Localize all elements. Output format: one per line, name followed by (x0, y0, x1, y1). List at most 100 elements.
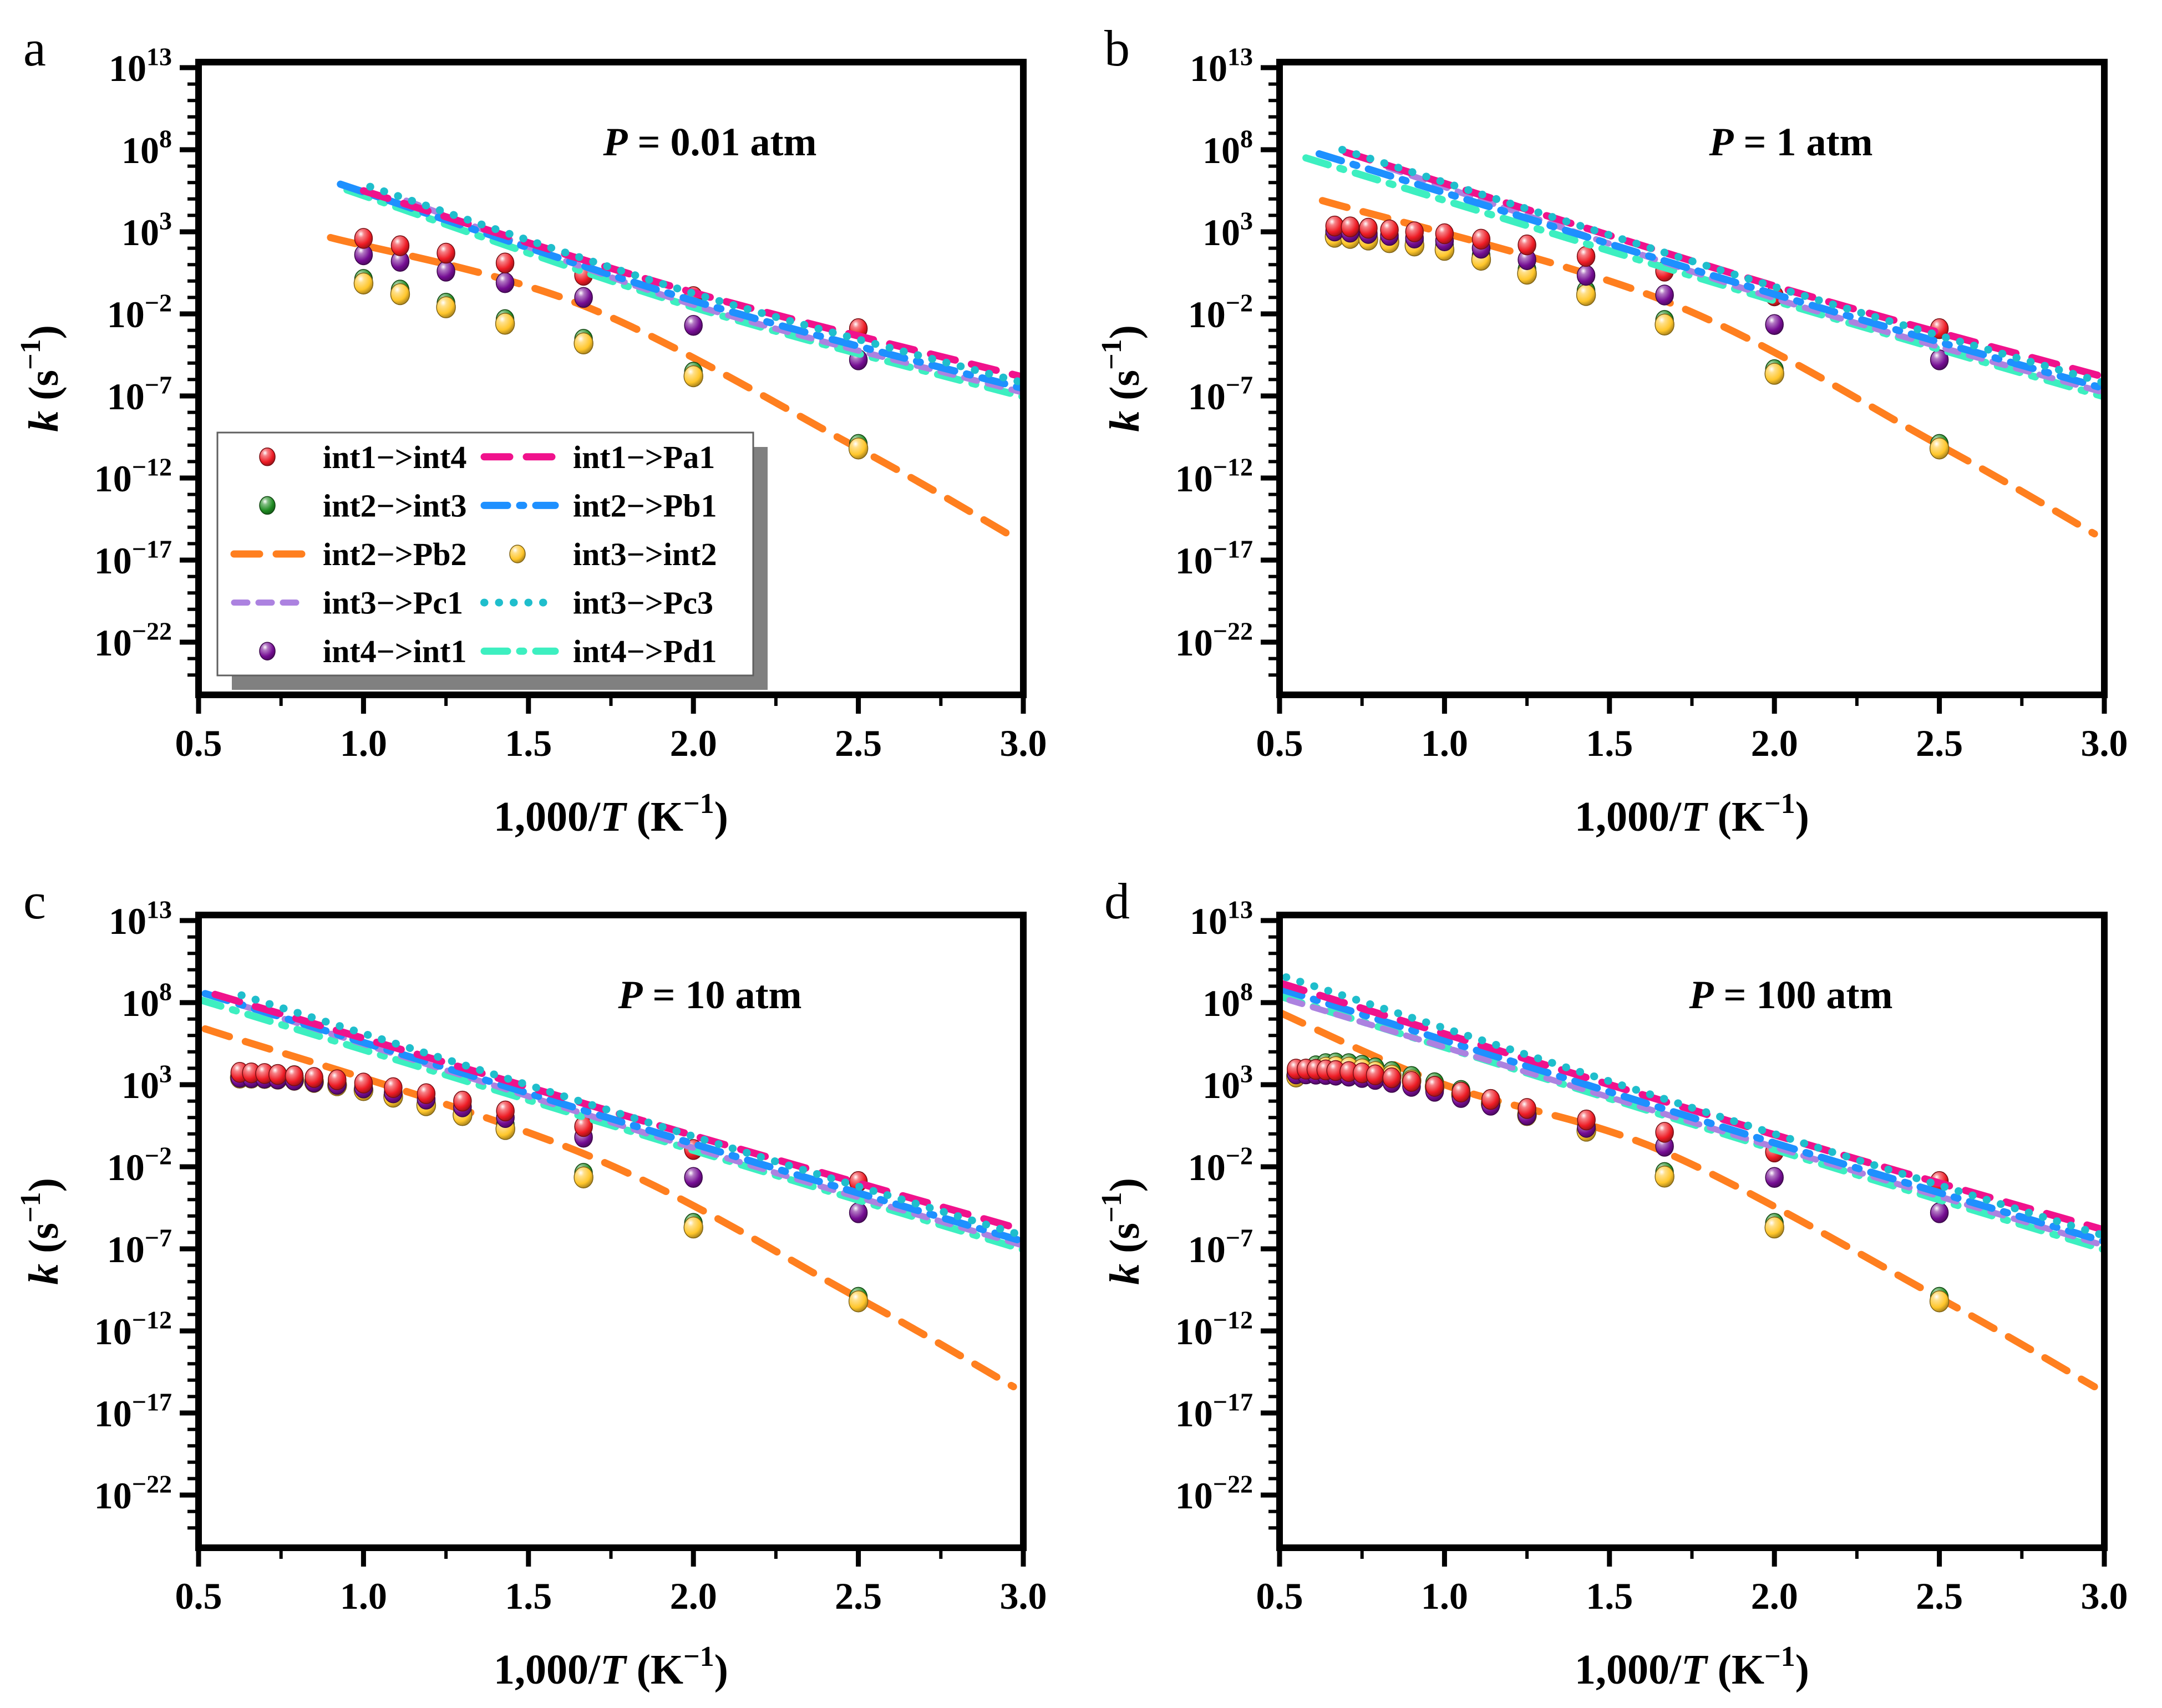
plot-frame (195, 912, 1027, 1551)
legend-label: int3−>Pc1 (323, 585, 463, 621)
x-tick-label: 1.5 (1586, 722, 1633, 764)
data-point (1576, 265, 1596, 286)
y-tick-label: 10−12 (94, 1305, 172, 1353)
data-point (574, 1116, 593, 1137)
data-point (1929, 1290, 1950, 1313)
y-tick-label: 10−2 (107, 1141, 172, 1188)
y-tick-label: 10−12 (1175, 453, 1253, 500)
line-int2−>Pb1 (201, 990, 1023, 1246)
data-point (1435, 223, 1454, 245)
data-point (684, 1167, 703, 1188)
x-tick-label: 3.0 (1000, 1575, 1047, 1617)
data-point (1765, 314, 1784, 335)
panel-letter: a (23, 20, 46, 77)
data-point (384, 1077, 403, 1099)
series-int1−>int4 (1325, 215, 1949, 339)
data-point (848, 437, 869, 460)
plot-area (1280, 973, 2104, 1391)
legend-label: int2−>int3 (323, 487, 466, 523)
y-tick-label: 10−2 (107, 288, 172, 336)
data-point (1366, 1064, 1385, 1085)
y-tick-label: 10−12 (1175, 1305, 1253, 1353)
line-int2−>Pb2 (327, 233, 1017, 541)
data-point (354, 1072, 373, 1094)
y-tick-label: 108 (121, 977, 172, 1024)
y-axis-label: k (s−1) (1096, 325, 1148, 432)
y-tick-label: 10−7 (1188, 1223, 1253, 1270)
y-tick-label: 103 (1202, 1059, 1253, 1106)
data-point (1481, 1089, 1500, 1110)
data-point (353, 272, 374, 294)
data-point (437, 261, 455, 282)
data-point (1405, 221, 1424, 242)
plot-area (1302, 146, 2104, 538)
legend-box (216, 431, 754, 677)
plot-frame (195, 59, 1027, 698)
data-point (1359, 217, 1378, 239)
y-tick-label: 103 (121, 1059, 172, 1106)
y-tick-label: 10−7 (1188, 370, 1253, 418)
data-point (848, 1290, 869, 1313)
data-point (1382, 1067, 1401, 1089)
y-tick-label: 10−22 (1175, 617, 1253, 664)
data-point (1452, 1081, 1470, 1103)
legend-label: int3−>int2 (573, 536, 717, 572)
panel-d: d 0.5 1.0 1.5 2.0 2.5 3.0 1013 108 103 10−2 10−7 10−… (1081, 853, 2162, 1708)
x-tick-label: 1.0 (1421, 1575, 1468, 1617)
panel-a: a 0.5 1.0 1.5 2.0 2.5 3.0 1013 108 103 10−2 10−7 10−… (0, 0, 1081, 855)
y-tick-label: 1013 (1190, 895, 1253, 942)
x-axis-label: 1,000/T (K−1) (494, 788, 728, 840)
line-int2−>Pb2 (201, 1025, 1017, 1391)
data-point (304, 1067, 323, 1088)
data-point (1655, 1166, 1674, 1188)
data-point (684, 314, 703, 336)
series-int2−>int3 (354, 269, 868, 455)
data-point (285, 1065, 304, 1086)
data-point (1471, 228, 1491, 250)
data-point (495, 272, 515, 293)
data-point (574, 287, 593, 308)
y-tick-label: 10−17 (1175, 535, 1253, 582)
x-axis-label: 1,000/T (K−1) (494, 1641, 728, 1693)
axis-ticks (180, 918, 1026, 1567)
series-int3−>int2 (1286, 1056, 1950, 1313)
x-axis-label: 1,000/T (K−1) (1575, 788, 1809, 840)
y-tick-label: 108 (121, 124, 172, 171)
y-tick-label: 1013 (109, 895, 172, 942)
x-tick-label: 2.0 (670, 1575, 717, 1617)
x-tick-label: 1.0 (340, 1575, 387, 1617)
data-point (1325, 215, 1344, 237)
y-tick-label: 103 (121, 206, 172, 253)
x-tick-label: 0.5 (175, 722, 222, 764)
data-point (390, 283, 410, 306)
x-tick-label: 2.5 (1916, 1575, 1963, 1617)
data-point (1655, 284, 1674, 306)
data-point (1341, 216, 1360, 237)
x-tick-label: 2.0 (670, 722, 717, 764)
panel-letter: c (23, 873, 46, 929)
y-tick-label: 10−2 (1188, 1141, 1253, 1188)
x-tick-label: 1.0 (1421, 722, 1468, 764)
data-point (1765, 1167, 1784, 1188)
plot-area (199, 990, 1023, 1391)
line-int3−>Pc3 (237, 991, 1023, 1240)
data-point (268, 1064, 287, 1085)
y-tick-label: 10−17 (94, 535, 172, 582)
data-point (849, 1202, 868, 1223)
legend: int1−>int4 int1−>Pa1 int2−>int3 int2−>Pb1 in… (216, 431, 768, 690)
panel-b: b 0.5 1.0 1.5 2.0 2.5 3.0 1013 108 103 10−2 10−7 10−… (1081, 0, 2162, 855)
panel-title: P = 0.01 atm (603, 120, 817, 164)
data-point (1576, 246, 1596, 267)
data-point (495, 313, 515, 335)
plot-area (327, 180, 1023, 541)
series-int3−>int2 (353, 272, 869, 460)
plot-frame (1276, 912, 2108, 1551)
legend-marker-red (259, 448, 276, 466)
x-tick-label: 2.0 (1751, 722, 1798, 764)
y-tick-label: 10−22 (94, 1470, 172, 1517)
data-point (436, 296, 456, 318)
panel-title: P = 1 atm (1709, 120, 1873, 164)
data-point (495, 252, 515, 273)
legend-label: int4−>Pd1 (573, 633, 717, 669)
chart-panel-c: c 0.5 1.0 1.5 2.0 2.5 3.0 1013 108 103 10−2 10−7 10−… (15, 873, 1047, 1693)
